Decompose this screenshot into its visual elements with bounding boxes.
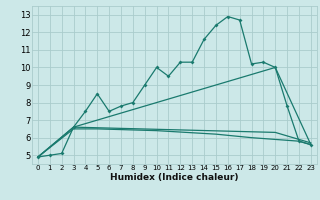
X-axis label: Humidex (Indice chaleur): Humidex (Indice chaleur) <box>110 173 239 182</box>
